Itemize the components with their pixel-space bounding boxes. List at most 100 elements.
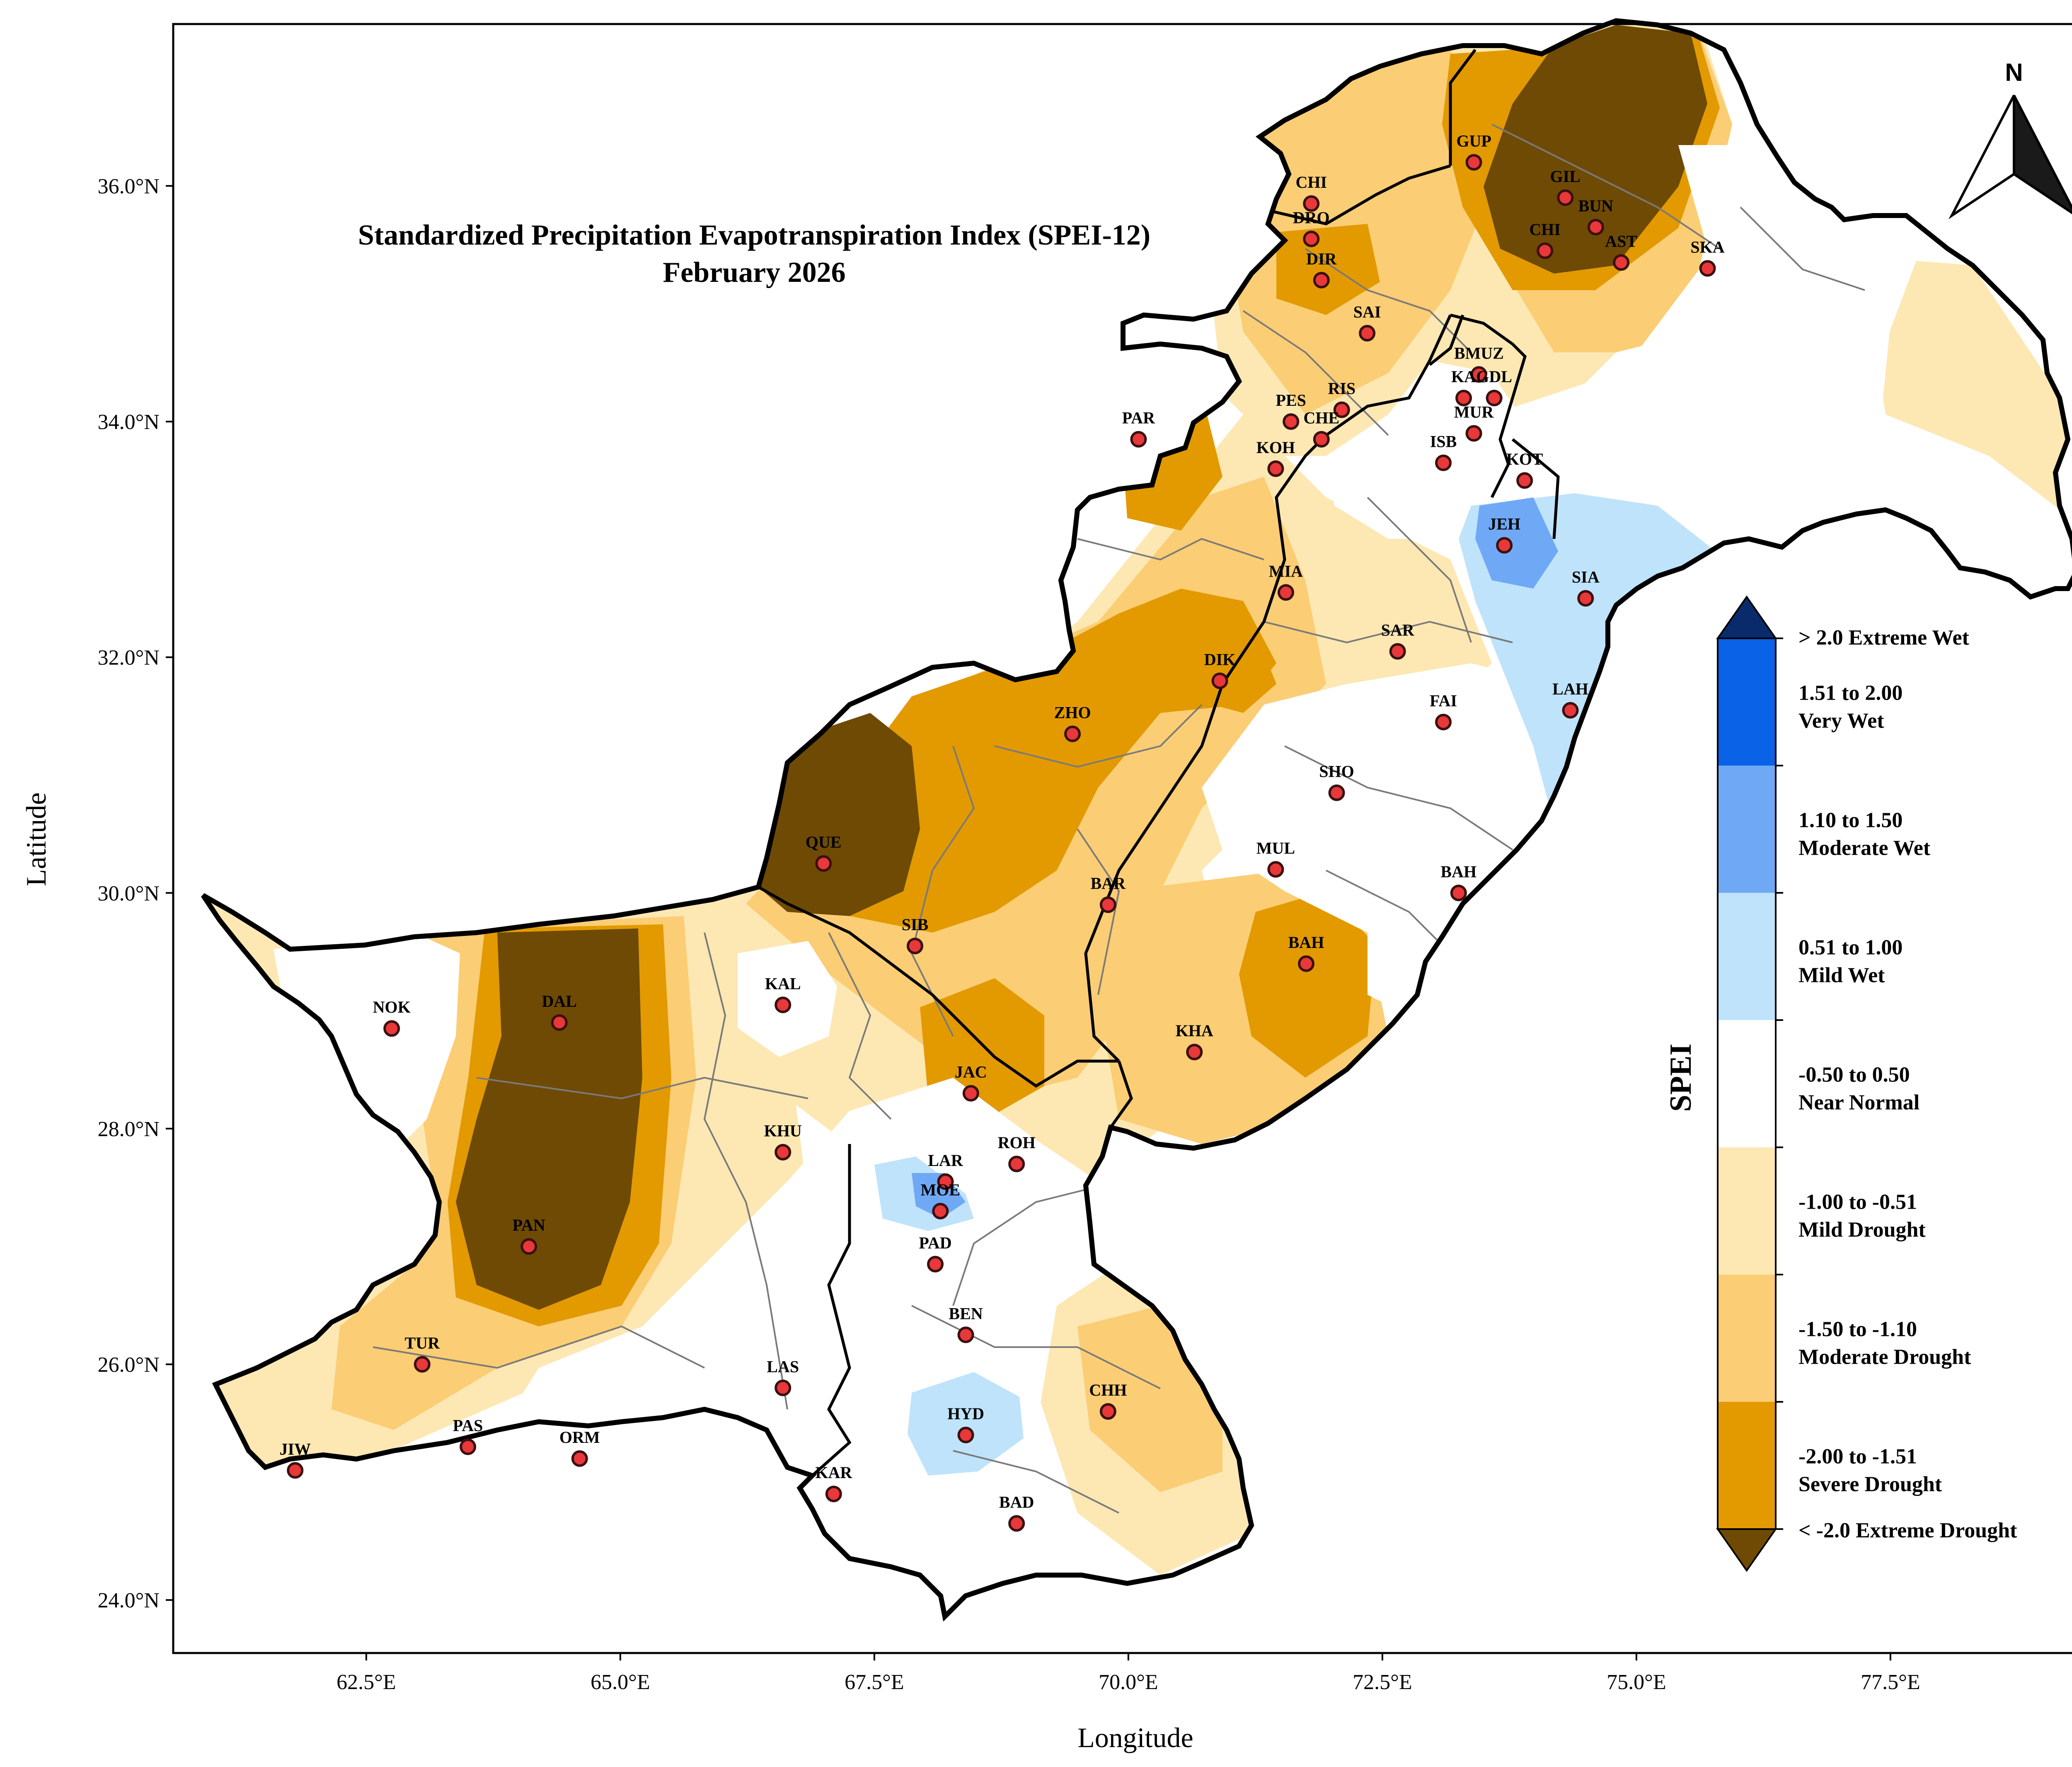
station-label: CHH <box>1089 1381 1127 1399</box>
station-label: KAL <box>765 974 801 993</box>
legend-label-category: Moderate Drought <box>1798 1345 1971 1369</box>
station-dot <box>1562 702 1579 719</box>
extreme-drought-region-gilgit <box>1484 25 1707 274</box>
station-fai: FAI <box>1430 691 1457 731</box>
mild-wet-region-hyderabad <box>908 1372 1024 1476</box>
x-tick-label: 65.0°E <box>591 1670 650 1694</box>
station-label: FAI <box>1430 691 1457 710</box>
legend-label-range: 1.51 to 2.00 <box>1798 681 1903 705</box>
severe-drought-region-bahawalpur <box>1239 891 1376 1078</box>
station-dot <box>962 1085 979 1102</box>
station-label: KOT <box>1506 450 1543 468</box>
station-khu: KHU <box>764 1122 802 1161</box>
station-label: KAR <box>815 1463 852 1482</box>
station-bmuz: BMUZ <box>1454 344 1504 383</box>
station-dot <box>815 855 832 872</box>
station-dot <box>932 1202 949 1219</box>
station-dot <box>1470 366 1487 383</box>
severe-drought-region-mianwali <box>1160 601 1276 713</box>
station-koh: KOH <box>1256 438 1295 477</box>
station-roh: ROH <box>998 1133 1036 1173</box>
station-dot <box>1435 714 1452 731</box>
station-jiw: JIW <box>279 1440 311 1479</box>
station-dot <box>1297 955 1314 972</box>
station-kal: KAL <box>765 974 801 1013</box>
station-sia: SIA <box>1572 568 1600 607</box>
station-label: DRO <box>1293 208 1330 227</box>
station-ris: RIS <box>1328 379 1356 418</box>
x-axis-ticks: 62.5°E 65.0°E 67.5°E 70.0°E 72.5°E 75.0°E 77.5… <box>336 1653 1920 1694</box>
station-label: MOE <box>920 1180 960 1199</box>
station-dot <box>1557 189 1574 206</box>
station-label: ORM <box>559 1428 600 1447</box>
map-title-line2: February 2026 <box>663 257 845 288</box>
legend-label-category: Mild Wet <box>1798 964 1885 987</box>
station-label: PAR <box>1122 409 1155 427</box>
map-title-line1: Standardized Precipitation Evapotranspir… <box>358 219 1150 251</box>
station-dot <box>1130 431 1147 448</box>
station-label: PAD <box>919 1234 951 1252</box>
near-normal-region-kashmir <box>1554 145 2072 589</box>
station-dot <box>1186 1044 1203 1061</box>
station-label: JAC <box>955 1063 987 1081</box>
moderate-wet-region-jhelum <box>1475 497 1558 589</box>
station-dot <box>1516 472 1533 489</box>
station-dot <box>1283 413 1300 430</box>
station-label: MIA <box>1269 562 1303 580</box>
station-dot <box>1496 537 1513 554</box>
station-kot: KOT <box>1506 450 1543 489</box>
station-dot <box>1064 725 1081 742</box>
legend-title: SPEI <box>1664 1044 1698 1112</box>
legend-swatch <box>1718 893 1776 1020</box>
severe-drought-region-dir <box>1276 224 1380 315</box>
spei-shaded-regions <box>203 21 2072 1617</box>
station-label: DIK <box>1204 650 1236 669</box>
station-label: LAS <box>767 1357 799 1376</box>
station-label: DAL <box>542 992 577 1011</box>
near-normal-region-nokkundi <box>274 933 460 1152</box>
legend-label-range: > 2.0 Extreme Wet <box>1798 626 1970 650</box>
station-lar: LAR <box>928 1151 963 1190</box>
y-axis-label: Latitude <box>20 793 52 887</box>
station-label: ISB <box>1430 432 1457 451</box>
station-label: GUP <box>1456 132 1491 150</box>
station-dot <box>775 996 792 1013</box>
station-label: NOK <box>373 998 411 1016</box>
station-bun: BUN <box>1578 196 1613 235</box>
station-dot <box>1267 861 1284 878</box>
x-tick-label: 67.5°E <box>845 1670 904 1694</box>
station-gil: GIL <box>1550 167 1581 206</box>
station-dot <box>287 1462 304 1479</box>
x-tick-label: 70.0°E <box>1099 1670 1158 1694</box>
legend-label-category: Near Normal <box>1798 1091 1920 1115</box>
station-dot <box>957 1427 974 1444</box>
station-label: SIB <box>902 915 929 934</box>
station-ka: KA <box>1451 367 1476 407</box>
station-label: BAD <box>999 1493 1034 1511</box>
station-pad: PAD <box>919 1234 952 1273</box>
station-dot <box>825 1486 842 1503</box>
station-dot <box>1577 590 1594 607</box>
station-label: KHU <box>764 1122 802 1140</box>
station-dot <box>1008 1156 1025 1173</box>
station-label: AST <box>1605 232 1637 250</box>
station-dot <box>1211 672 1228 689</box>
station-label: SHO <box>1319 762 1354 781</box>
x-tick-label: 75.0°E <box>1607 1670 1666 1694</box>
x-axis-label: Longitude <box>1077 1722 1193 1753</box>
station-label: SIA <box>1572 568 1600 587</box>
station-label: LAH <box>1552 680 1588 698</box>
legend-swatch <box>1718 1147 1776 1275</box>
station-moe: MOE <box>920 1180 960 1219</box>
station-ska: SKA <box>1690 238 1725 277</box>
legend-swatch-extreme-drought <box>1716 1528 1777 1572</box>
extreme-drought-region-dalbandin <box>456 928 642 1310</box>
station-kha: KHA <box>1176 1021 1213 1061</box>
station-dot <box>1389 643 1406 660</box>
legend-swatch <box>1718 638 1776 766</box>
y-tick-label: 28.0°N <box>98 1117 160 1141</box>
station-dot <box>906 938 923 955</box>
station-dot <box>551 1014 568 1031</box>
y-tick-label: 30.0°N <box>98 882 160 905</box>
